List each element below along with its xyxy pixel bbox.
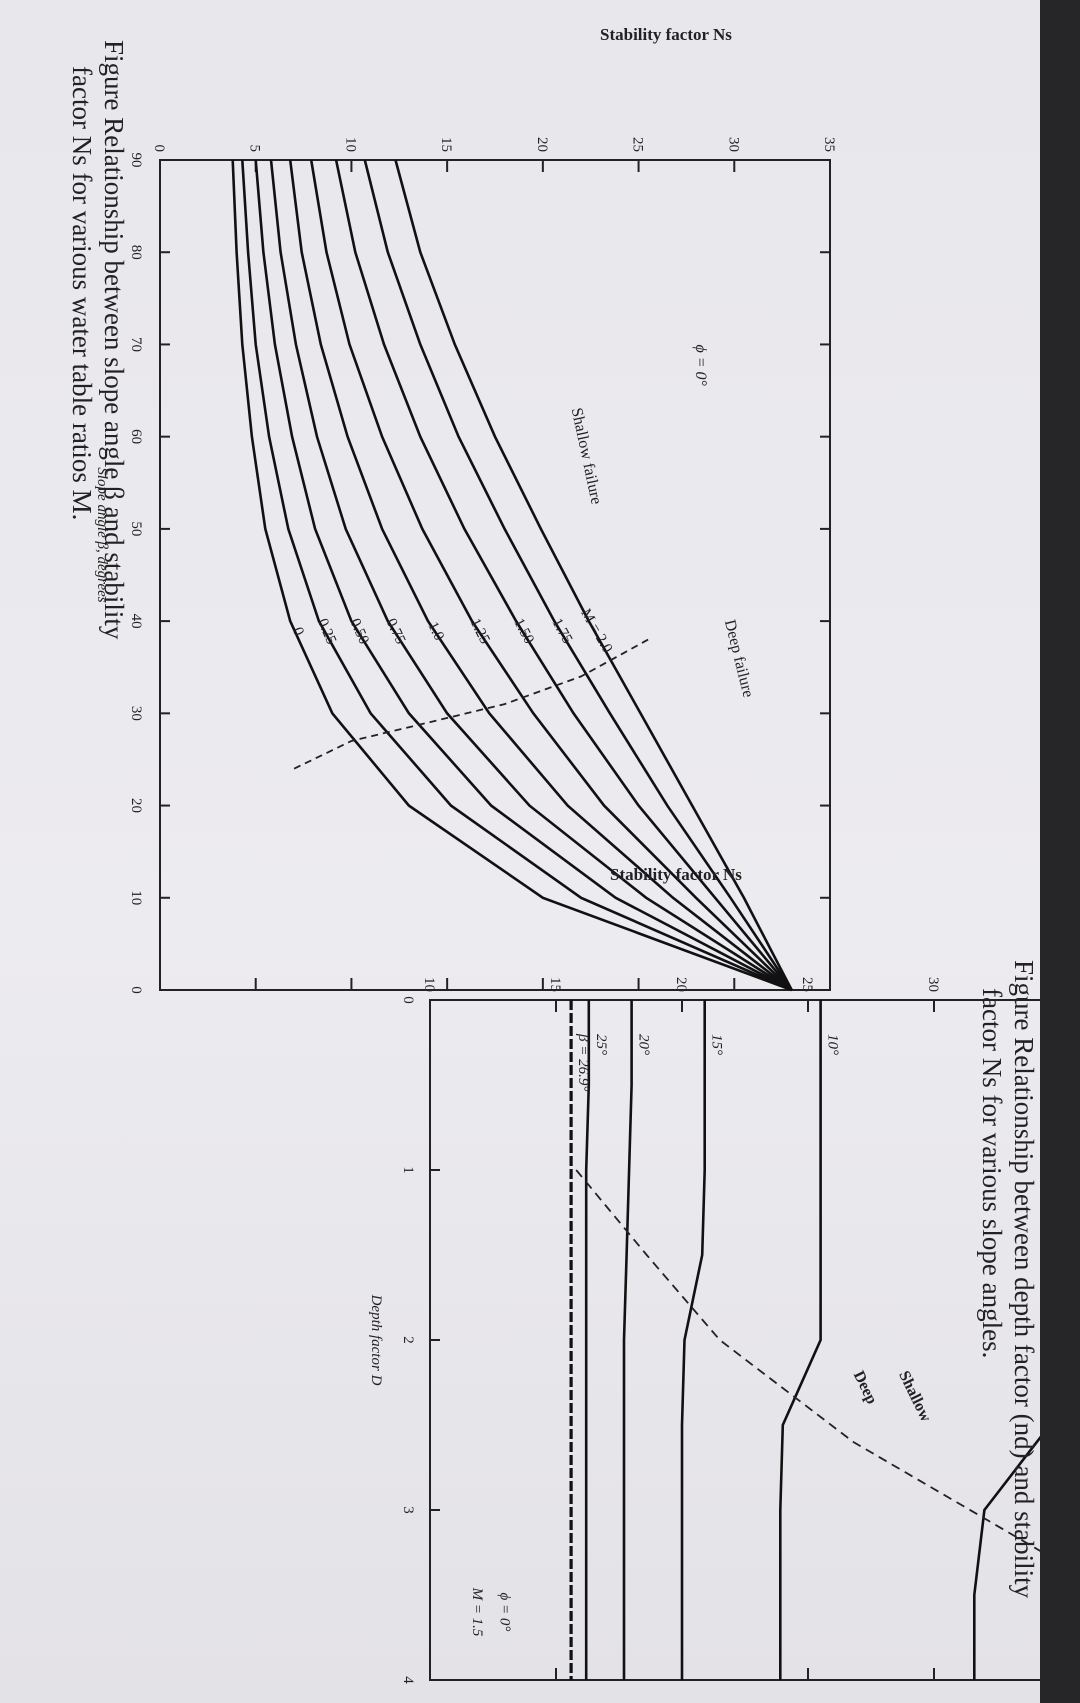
left-caption: Figure Relationship between slope angle …: [66, 40, 130, 639]
right-phi-label: ϕ = 0°: [497, 1593, 513, 1632]
left-series-label: 1.0: [424, 619, 447, 643]
right-y-axis-label: Stability factor Ns: [610, 865, 742, 884]
right-y-tick-label: 25: [799, 977, 815, 992]
left-x-tick-label: 80: [128, 245, 144, 260]
left-x-axis-label: Slope angle β, degrees: [94, 467, 110, 602]
left-series-line-0.25: [241, 159, 793, 992]
right-caption: Figure Relationship between depth factor…: [976, 960, 1040, 1598]
right-series-label: 25°: [593, 1034, 609, 1055]
right-y-tick-label: 30: [925, 977, 941, 992]
left-series-line-0: [231, 159, 793, 992]
left-y-tick-label: 25: [630, 137, 646, 152]
right-series-label: 20°: [636, 1034, 652, 1055]
left-series-line-2.0: [394, 159, 793, 991]
left-plot-frame: [159, 159, 831, 991]
left-series-line-1.75: [363, 159, 793, 991]
right-series-line: [622, 1000, 633, 1680]
right-series-label: 15°: [709, 1034, 725, 1055]
left-x-tick-label: 50: [128, 521, 144, 536]
left-y-tick-label: 15: [438, 137, 454, 152]
right-series-label: 10°: [825, 1034, 841, 1055]
left-x-tick-label: 40: [128, 614, 144, 629]
right-x-tick-label: 1: [400, 1166, 416, 1174]
right-plot-frame: [429, 999, 1061, 1681]
right-y-tick-label: 15: [547, 977, 563, 992]
right-x-tick-label: 3: [400, 1506, 416, 1514]
left-series-line-0.50: [254, 159, 793, 992]
slope-angle-chart: 90 80 70 60 50 40 30 20 10 0 0 5 10 15 20 25 30 35 Stabili…: [94, 25, 837, 994]
right-series-line: [584, 1000, 591, 1680]
left-y-tick-label: 0: [151, 145, 167, 153]
left-x-tick-label: 70: [128, 337, 144, 352]
left-phi-label: ϕ = 0°: [692, 344, 709, 386]
right-x-tick-label: 0: [400, 996, 416, 1004]
left-caption-line-2: factor Ns for various water table ratios…: [67, 66, 97, 521]
left-y-axis-label: Stability factor Ns: [600, 25, 732, 44]
right-series-line: [779, 1000, 822, 1680]
left-x-tick-label: 60: [128, 429, 144, 444]
left-series-line-1.50: [334, 159, 793, 991]
left-y-tick-label: 20: [534, 137, 550, 152]
left-shallow-deep-boundary: [293, 638, 649, 770]
left-series-line-1.25: [309, 159, 793, 991]
left-series-line-0.75: [269, 159, 793, 992]
right-y-tick-label: 20: [673, 977, 689, 992]
right-deep-label: Deep: [850, 1368, 881, 1407]
right-x-tick-label: 2: [400, 1336, 416, 1344]
left-series-line-1.0: [288, 159, 793, 992]
right-series-label: β = 26.9°: [575, 1033, 591, 1091]
right-caption-line-1: Figure Relationship between depth factor…: [1009, 960, 1039, 1599]
right-shallow-label: Shallow: [895, 1368, 934, 1425]
right-x-axis-label: Depth factor D: [368, 1294, 384, 1386]
right-m-label: M = 1.5: [469, 1587, 485, 1637]
right-caption-line-2: factor Ns for various slope angles.: [977, 988, 1007, 1359]
left-x-tick-label: 90: [128, 153, 144, 168]
left-y-tick-label: 35: [821, 137, 837, 152]
right-x-tick-label: 4: [400, 1676, 416, 1684]
right-series-line: [680, 1000, 706, 1680]
left-x-tick-label: 10: [128, 890, 144, 905]
left-caption-line-1: Figure Relationship between slope angle …: [99, 40, 129, 640]
left-y-tick-label: 30: [725, 137, 741, 152]
left-y-tick-label: 5: [247, 145, 263, 153]
left-y-tick-label: 10: [342, 137, 358, 152]
right-y-tick-label: 10: [421, 977, 437, 992]
left-x-tick-label: 30: [128, 706, 144, 721]
left-x-tick-label: 0: [128, 986, 144, 994]
right-shallow-deep-boundary: [575, 1169, 1058, 1562]
left-x-tick-label: 20: [128, 798, 144, 813]
device-bezel-edge: [1040, 0, 1080, 1703]
